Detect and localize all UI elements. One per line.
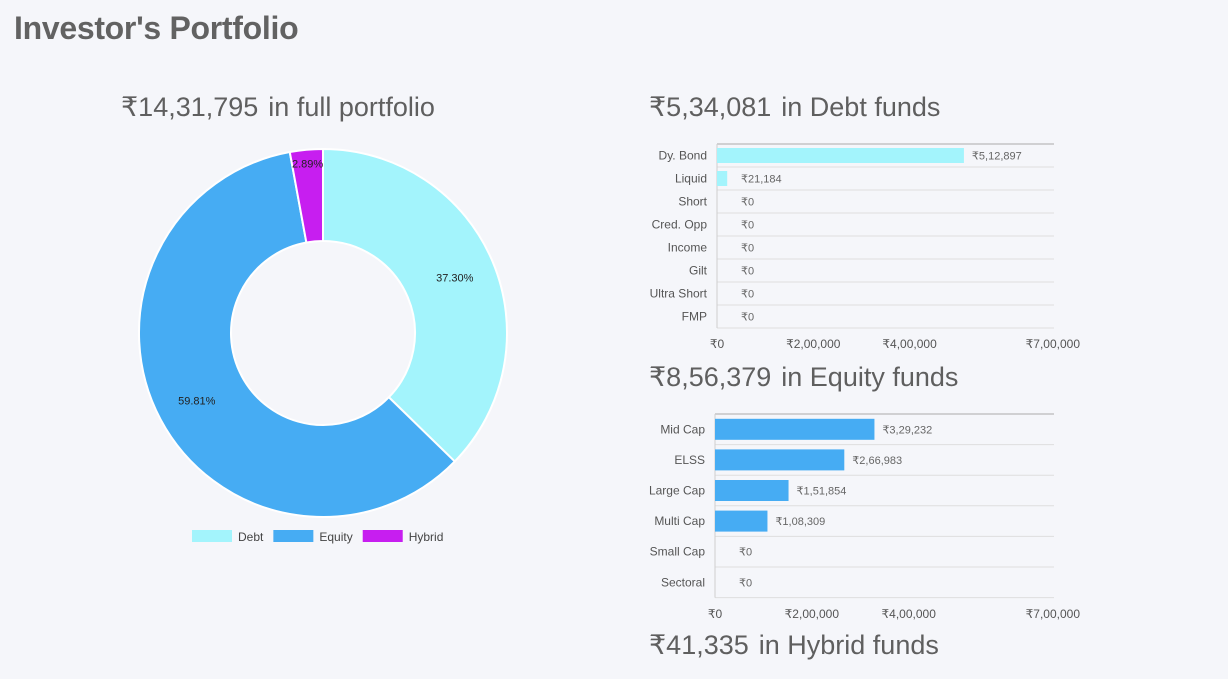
hybrid-total-heading: ₹41,335 in Hybrid funds (649, 630, 939, 661)
debt-tick-label: ₹2,00,000 (786, 337, 841, 351)
equity-bar-large-cap (715, 480, 789, 501)
equity-total-amount: ₹8,56,379 (649, 362, 772, 392)
donut-label-equity: 59.81% (178, 395, 216, 407)
equity-total-caption: in Equity funds (781, 362, 959, 392)
equity-value-label-sectoral: ₹0 (739, 577, 752, 589)
debt-total-caption: in Debt funds (781, 92, 941, 122)
portfolio-total-amount: ₹14,31,795 (121, 92, 259, 122)
equity-category-label-elss: ELSS (674, 453, 705, 467)
debt-category-label-liquid: Liquid (675, 172, 707, 186)
equity-tick-label: ₹4,00,000 (882, 607, 937, 621)
page-title: Investor's Portfolio (14, 10, 299, 46)
legend-label-equity: Equity (319, 530, 352, 544)
debt-value-label-gilt: ₹0 (741, 266, 754, 278)
debt-category-label-fmp: FMP (682, 310, 707, 324)
equity-total-heading: ₹8,56,379 in Equity funds (649, 362, 958, 393)
debt-value-label-ultra-short: ₹0 (741, 289, 754, 301)
equity-bar-multi-cap (715, 510, 768, 532)
debt-bar-liquid (717, 171, 728, 186)
equity-bar-mid-cap (715, 418, 875, 440)
debt-category-label-ultra-short: Ultra Short (650, 287, 708, 301)
portfolio-total-heading: ₹14,31,795 in full portfolio (121, 92, 435, 123)
equity-category-label-small-cap: Small Cap (650, 545, 706, 559)
equity-value-label-mid-cap: ₹3,29,232 (882, 424, 932, 436)
equity-category-label-multi-cap: Multi Cap (654, 514, 705, 528)
debt-total-heading: ₹5,34,081 in Debt funds (649, 92, 940, 123)
equity-category-label-large-cap: Large Cap (649, 484, 705, 498)
debt-bar-chart: Dy. Bond ₹5,12,897 Liquid ₹21,184 Short ₹0 Cre… (650, 143, 1081, 351)
debt-tick-label: ₹4,00,000 (882, 337, 937, 351)
debt-value-label-cred-opp: ₹0 (741, 220, 754, 232)
donut-slice-hybrid (288, 147, 324, 244)
debt-total-amount: ₹5,34,081 (649, 92, 772, 122)
debt-category-label-short: Short (678, 195, 707, 209)
debt-value-label-liquid: ₹21,184 (741, 174, 782, 186)
equity-category-label-sectoral: Sectoral (661, 575, 705, 589)
equity-bar-chart: Mid Cap ₹3,29,232 ELSS ₹2,66,983 Large Cap ₹1… (649, 413, 1081, 621)
equity-bar-elss (715, 449, 845, 471)
debt-tick-label: ₹7,00,000 (1026, 337, 1081, 351)
debt-bar-dy-bond (717, 148, 964, 163)
equity-tick-label: ₹2,00,000 (785, 607, 840, 621)
portfolio-donut-chart: 37.30% 59.81% 2.89% (138, 147, 508, 518)
hybrid-total-amount: ₹41,335 (649, 630, 749, 660)
legend-swatch-debt (192, 530, 232, 542)
debt-category-label-cred-opp: Cred. Opp (652, 218, 708, 232)
equity-category-label-mid-cap: Mid Cap (660, 422, 705, 436)
equity-tick-label: ₹7,00,000 (1026, 607, 1081, 621)
equity-value-label-large-cap: ₹1,51,854 (797, 486, 847, 498)
portfolio-total-caption: in full portfolio (268, 92, 435, 122)
legend-label-debt: Debt (238, 530, 264, 544)
donut-label-hybrid: 2.89% (292, 159, 323, 171)
debt-category-label-income: Income (668, 241, 708, 255)
equity-value-label-elss: ₹2,66,983 (852, 455, 902, 467)
equity-value-label-multi-cap: ₹1,08,309 (775, 516, 825, 528)
donut-label-debt: 37.30% (436, 272, 474, 284)
debt-tick-label: ₹0 (710, 337, 725, 351)
equity-tick-label: ₹0 (708, 607, 723, 621)
equity-value-label-small-cap: ₹0 (739, 547, 752, 559)
hybrid-total-caption: in Hybrid funds (758, 630, 939, 660)
legend-swatch-hybrid (362, 530, 403, 542)
donut-slice-equity (138, 150, 457, 518)
debt-category-label-gilt: Gilt (689, 264, 708, 278)
portfolio-donut-legend: Debt Equity Hybrid (192, 530, 443, 544)
debt-category-label-dy-bond: Dy. Bond (659, 149, 707, 163)
legend-swatch-equity (273, 530, 314, 542)
debt-value-label-fmp: ₹0 (741, 312, 754, 324)
legend-label-hybrid: Hybrid (409, 530, 444, 544)
donut-slice-debt (322, 147, 508, 463)
debt-value-label-short: ₹0 (741, 197, 754, 209)
debt-value-label-income: ₹0 (741, 243, 754, 255)
debt-value-label-dy-bond: ₹5,12,897 (972, 151, 1022, 163)
